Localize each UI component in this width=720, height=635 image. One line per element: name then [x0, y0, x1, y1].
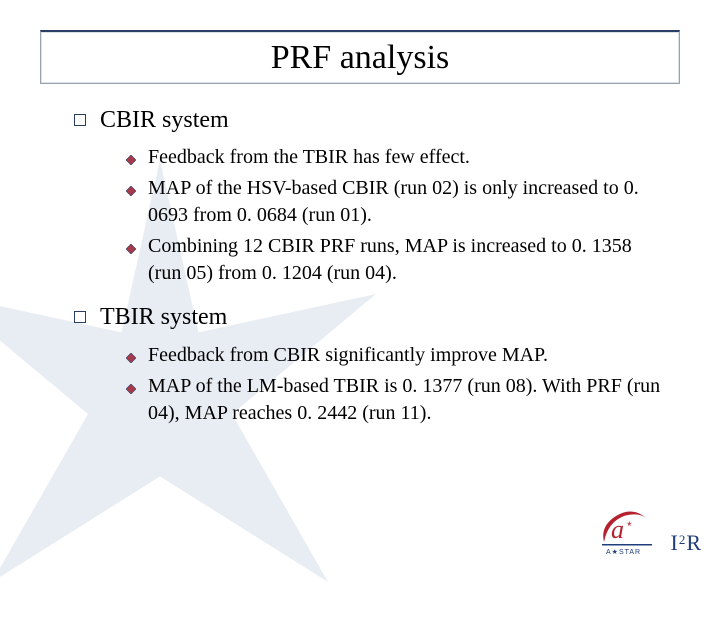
slide-content: CBIR system Feedback from the TBIR has f…	[0, 104, 720, 427]
diamond-bullet-icon	[126, 183, 136, 193]
list-item: Feedback from the TBIR has few effect.	[126, 144, 664, 171]
square-bullet-icon	[74, 310, 86, 322]
astar-logo: a * A★STAR	[598, 508, 656, 556]
section-heading: TBIR system	[74, 301, 664, 333]
list-item-text: MAP of the HSV-based CBIR (run 02) is on…	[148, 175, 664, 229]
i2r-sup: 2	[679, 532, 687, 548]
diamond-bullet-icon	[126, 152, 136, 162]
i2r-logo: I2R	[670, 530, 702, 556]
diamond-bullet-icon	[126, 350, 136, 360]
section-items: Feedback from CBIR significantly improve…	[74, 342, 664, 427]
list-item-text: Combining 12 CBIR PRF runs, MAP is incre…	[148, 233, 664, 287]
diamond-bullet-icon	[126, 381, 136, 391]
square-bullet-icon	[74, 113, 86, 125]
list-item-text: Feedback from the TBIR has few effect.	[148, 144, 470, 171]
svg-text:*: *	[627, 519, 632, 533]
diamond-bullet-icon	[126, 241, 136, 251]
section-heading: CBIR system	[74, 104, 664, 136]
section-heading-text: TBIR system	[100, 301, 227, 333]
slide-title: PRF analysis	[271, 39, 450, 77]
list-item: Combining 12 CBIR PRF runs, MAP is incre…	[126, 233, 664, 287]
i2r-r: R	[686, 530, 702, 556]
section-heading-text: CBIR system	[100, 104, 229, 136]
list-item: MAP of the HSV-based CBIR (run 02) is on…	[126, 175, 664, 229]
list-item-text: Feedback from CBIR significantly improve…	[148, 342, 548, 369]
list-item: Feedback from CBIR significantly improve…	[126, 342, 664, 369]
list-item-text: MAP of the LM-based TBIR is 0. 1377 (run…	[148, 373, 664, 427]
section-items: Feedback from the TBIR has few effect. M…	[74, 144, 664, 287]
list-item: MAP of the LM-based TBIR is 0. 1377 (run…	[126, 373, 664, 427]
title-bar: PRF analysis	[40, 30, 680, 84]
footer-logos: a * A★STAR I2R	[598, 508, 702, 556]
i2r-i: I	[670, 530, 678, 556]
svg-text:A★STAR: A★STAR	[606, 548, 641, 556]
